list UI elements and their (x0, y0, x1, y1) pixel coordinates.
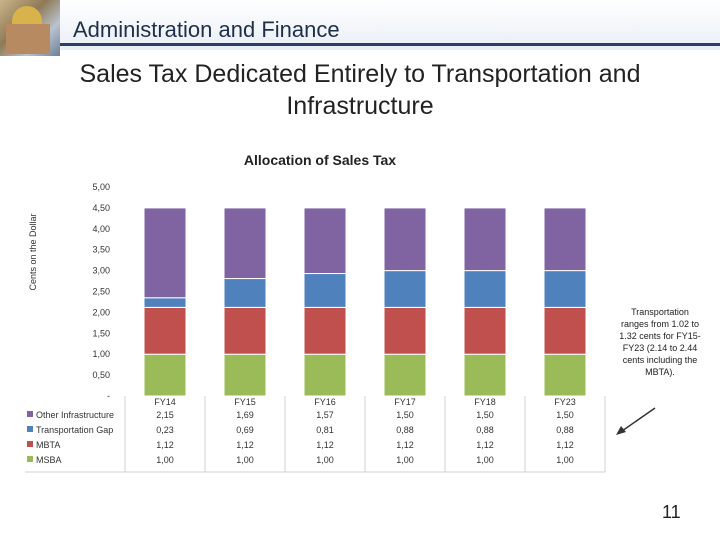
data-label: 0,88 (396, 425, 414, 435)
slide-title: Sales Tax Dedicated Entirely to Transpor… (79, 60, 641, 120)
data-label: 1,12 (316, 440, 334, 450)
y-tick-label: 3,00 (92, 266, 110, 276)
data-label: 0,81 (316, 425, 334, 435)
bar-mbta (543, 306, 587, 355)
header-rule (60, 43, 720, 46)
header-title: Administration and Finance (73, 17, 340, 42)
y-tick-label: 2,50 (92, 287, 110, 297)
legend-swatch (27, 426, 33, 432)
y-tick-label: 1,00 (92, 349, 110, 359)
data-label: 1,00 (236, 455, 254, 465)
bar-transportation-gap (463, 270, 507, 308)
category-label: FY23 (554, 397, 576, 407)
bar-mbta (143, 306, 187, 355)
data-label: 0,88 (476, 425, 494, 435)
bar-mbta (223, 306, 267, 355)
data-label: 1,12 (156, 440, 174, 450)
bar-transportation-gap (383, 270, 427, 308)
data-label: 1,00 (316, 455, 334, 465)
category-label: FY18 (474, 397, 496, 407)
bar-other-infrastructure (223, 207, 267, 280)
y-tick-label: 4,00 (92, 224, 110, 234)
bar-transportation-gap (303, 273, 347, 308)
bar-mbta (303, 306, 347, 355)
data-label: 1,69 (236, 410, 254, 420)
y-tick-label: 3,50 (92, 245, 110, 255)
category-label: FY16 (314, 397, 336, 407)
bar-other-infrastructure (383, 207, 427, 272)
page-number: 11 (662, 502, 681, 522)
category-label: FY14 (154, 397, 176, 407)
y-tick-label: 5,00 (92, 182, 110, 192)
bar-other-infrastructure (543, 207, 587, 272)
legend-label: MSBA (36, 455, 62, 465)
legend-label: Transportation Gap (36, 425, 113, 435)
data-label: 1,12 (476, 440, 494, 450)
bar-msba (543, 353, 587, 397)
bar-msba (303, 353, 347, 397)
bar-other-infrastructure (303, 207, 347, 275)
data-label: 1,00 (476, 455, 494, 465)
bar-msba (223, 353, 267, 397)
bar-mbta (383, 306, 427, 355)
bar-msba (143, 353, 187, 397)
y-tick-label: 0,50 (92, 370, 110, 380)
header-band (0, 0, 720, 50)
data-label: 1,50 (396, 410, 414, 420)
data-label: 0,23 (156, 425, 174, 435)
bar-transportation-gap (543, 270, 587, 308)
data-label: 1,12 (396, 440, 414, 450)
category-label: FY17 (394, 397, 416, 407)
bar-other-infrastructure (463, 207, 507, 272)
bar-msba (383, 353, 427, 397)
data-label: 1,57 (316, 410, 334, 420)
y-tick-label: - (107, 391, 110, 401)
legend-label: MBTA (36, 440, 60, 450)
annotation-note: Transportation ranges from 1.02 to 1.32 … (619, 307, 701, 377)
bar-mbta (463, 306, 507, 355)
legend-swatch (27, 441, 33, 447)
annotation-arrow-head (616, 426, 626, 435)
bar-msba (463, 353, 507, 397)
data-label: 1,00 (156, 455, 174, 465)
y-tick-label: 1,50 (92, 328, 110, 338)
data-label: 1,12 (236, 440, 254, 450)
data-label: 1,12 (556, 440, 574, 450)
y-tick-label: 4,50 (92, 203, 110, 213)
data-label: 0,88 (556, 425, 574, 435)
data-label: 0,69 (236, 425, 254, 435)
statehouse-building-icon (6, 24, 50, 54)
annotation-arrow (621, 407, 656, 432)
statehouse-dome-icon (12, 6, 42, 24)
y-tick-label: 2,00 (92, 307, 110, 317)
statehouse-logo (0, 0, 60, 56)
bar-other-infrastructure (143, 207, 187, 299)
legend-swatch (27, 456, 33, 462)
chart-title: Allocation of Sales Tax (243, 152, 397, 168)
legend-swatch (27, 411, 33, 417)
data-label: 1,50 (556, 410, 574, 420)
data-label: 2,15 (156, 410, 174, 420)
bar-transportation-gap (143, 297, 187, 308)
category-label: FY15 (234, 397, 256, 407)
data-label: 1,00 (556, 455, 574, 465)
data-label: 1,00 (396, 455, 414, 465)
data-label: 1,50 (476, 410, 494, 420)
bar-transportation-gap (223, 278, 267, 308)
legend-label: Other Infrastructure (36, 410, 114, 420)
